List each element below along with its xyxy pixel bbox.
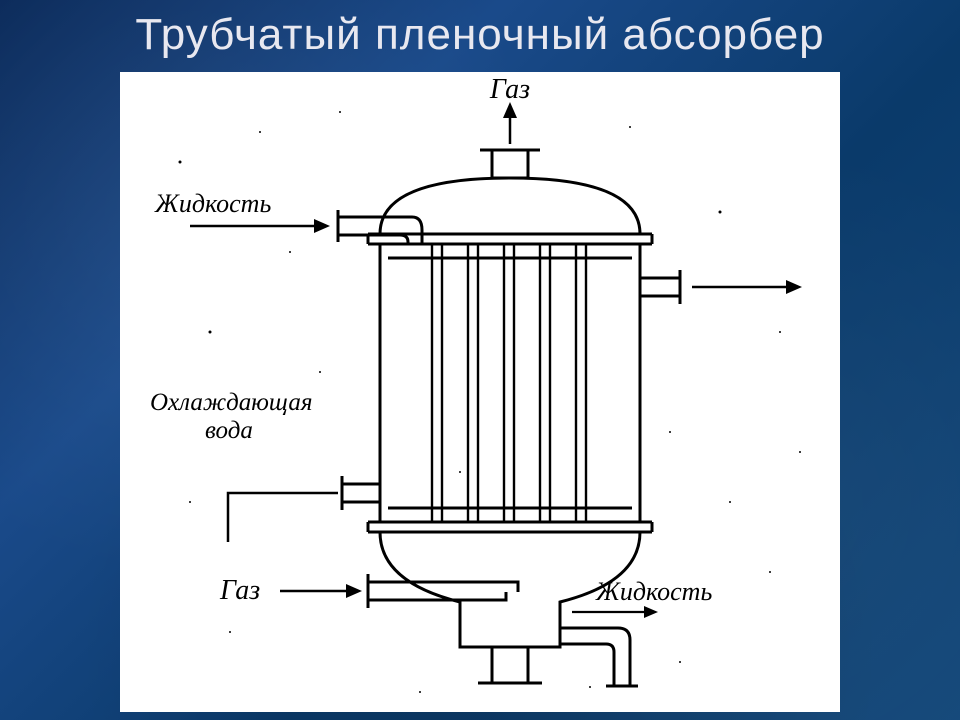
bottom-flange — [368, 522, 652, 532]
gas-inlet — [368, 574, 518, 608]
label-coolant-1: Охлаждающая — [150, 389, 313, 416]
gas-outlet-top — [480, 102, 540, 178]
label-liquid-in: Жидкость — [154, 189, 271, 218]
liquid-outlet — [560, 628, 638, 686]
vessel-shell — [380, 244, 640, 522]
slide-title: Трубчатый пленочный абсорбер — [0, 10, 960, 60]
gas-in-arrow — [280, 584, 362, 598]
coolant-outlet — [640, 270, 680, 304]
label-gas-top: Газ — [489, 74, 530, 105]
vessel-dome — [368, 178, 652, 244]
coolant-inlet — [342, 476, 380, 510]
slide-background: Трубчатый пленочный абсорбер Газ — [0, 0, 960, 720]
liquid-out-arrow — [572, 606, 658, 618]
label-gas-in: Газ — [219, 575, 260, 606]
coolant-in-pipe — [228, 493, 338, 542]
label-coolant-2: вода — [205, 417, 253, 444]
diagram-container: Газ — [120, 72, 840, 712]
coolant-out-arrow — [692, 280, 802, 294]
label-liquid-out: Жидкость — [595, 577, 712, 606]
vessel-bottom — [380, 532, 640, 683]
liquid-in-arrow — [190, 219, 330, 233]
tubes — [388, 244, 632, 522]
absorber-diagram: Газ — [120, 72, 840, 712]
